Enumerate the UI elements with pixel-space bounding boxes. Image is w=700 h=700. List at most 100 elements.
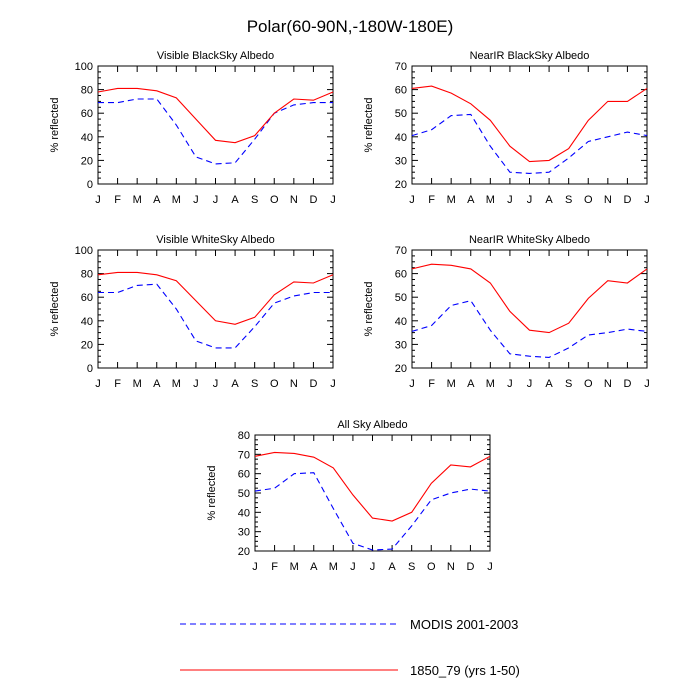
y-tick-label: 50 bbox=[238, 488, 250, 500]
x-tick-label: J bbox=[644, 194, 650, 206]
panel-title: Visible BlackSky Albedo bbox=[157, 50, 274, 62]
y-tick-label: 40 bbox=[81, 132, 93, 144]
y-tick-label: 80 bbox=[81, 269, 93, 281]
y-tick-label: 30 bbox=[395, 155, 407, 167]
x-tick-label: J bbox=[193, 378, 199, 390]
y-tick-label: 20 bbox=[395, 179, 407, 191]
x-tick-label: J bbox=[193, 194, 199, 206]
x-tick-label: M bbox=[172, 194, 181, 206]
y-tick-label: 60 bbox=[395, 269, 407, 281]
x-tick-label: J bbox=[252, 561, 258, 573]
y-tick-label: 20 bbox=[81, 155, 93, 167]
plot-frame bbox=[97, 65, 334, 185]
series-line-modis bbox=[98, 98, 333, 165]
y-tick-label: 60 bbox=[81, 292, 93, 304]
y-tick-label: 30 bbox=[395, 339, 407, 351]
x-tick-label: J bbox=[487, 561, 493, 573]
series-line-modis bbox=[411, 113, 648, 174]
x-tick-label: D bbox=[309, 378, 317, 390]
y-axis-label: % reflected bbox=[363, 281, 375, 336]
panel-title: NearIR BlackSky Albedo bbox=[470, 50, 590, 62]
x-tick-label: N bbox=[290, 194, 298, 206]
x-tick-label: N bbox=[290, 378, 298, 390]
y-tick-label: 80 bbox=[81, 85, 93, 97]
y-tick-label: 80 bbox=[238, 430, 250, 442]
x-tick-label: J bbox=[409, 378, 415, 390]
panel-title: All Sky Albedo bbox=[337, 419, 407, 431]
x-tick-label: A bbox=[231, 194, 239, 206]
y-axis-label: % reflected bbox=[49, 281, 61, 336]
y-tick-label: 40 bbox=[395, 316, 407, 328]
x-tick-label: J bbox=[213, 378, 219, 390]
x-tick-label: S bbox=[408, 561, 415, 573]
y-tick-label: 40 bbox=[238, 507, 250, 519]
y-tick-label: 0 bbox=[87, 179, 93, 191]
x-tick-label: J bbox=[527, 194, 533, 206]
x-tick-label: F bbox=[428, 194, 435, 206]
x-tick-label: A bbox=[467, 378, 475, 390]
x-tick-label: O bbox=[584, 194, 593, 206]
x-tick-label: J bbox=[409, 194, 415, 206]
x-tick-label: J bbox=[350, 561, 356, 573]
x-tick-label: M bbox=[172, 378, 181, 390]
x-tick-label: M bbox=[290, 561, 299, 573]
x-tick-label: A bbox=[545, 194, 553, 206]
x-tick-label: N bbox=[447, 561, 455, 573]
series-line-model bbox=[411, 85, 648, 163]
y-tick-label: 70 bbox=[238, 449, 250, 461]
y-tick-label: 20 bbox=[81, 339, 93, 351]
x-tick-label: J bbox=[330, 378, 336, 390]
x-tick-label: D bbox=[623, 194, 631, 206]
y-tick-label: 70 bbox=[395, 245, 407, 257]
series-line-modis bbox=[98, 283, 333, 349]
x-tick-label: A bbox=[231, 378, 239, 390]
x-tick-label: D bbox=[309, 194, 317, 206]
chart-panels: Visible BlackSky Albedo % reflected 0 20 40 6… bbox=[49, 50, 650, 573]
x-tick-label: F bbox=[271, 561, 278, 573]
x-tick-label: A bbox=[545, 378, 553, 390]
chart-panel-2: NearIR BlackSky Albedo % reflected 20 30 40 5… bbox=[363, 50, 650, 206]
y-axis-label: % reflected bbox=[49, 97, 61, 152]
legend: MODIS 2001-2003 1850_79 (yrs 1-50) bbox=[180, 617, 520, 678]
y-tick-label: 0 bbox=[87, 363, 93, 375]
x-tick-label: A bbox=[310, 561, 318, 573]
x-tick-label: F bbox=[114, 378, 121, 390]
x-tick-label: M bbox=[133, 378, 142, 390]
x-tick-label: J bbox=[507, 378, 513, 390]
chart-panel-5: All Sky Albedo % reflected 20 30 40 50 60 70 80 J… bbox=[206, 419, 493, 573]
x-tick-label: O bbox=[270, 194, 279, 206]
plot-frame bbox=[97, 249, 334, 369]
x-tick-label: M bbox=[486, 194, 495, 206]
x-tick-label: A bbox=[153, 194, 161, 206]
x-tick-label: O bbox=[270, 378, 279, 390]
chart-panel-4: NearIR WhiteSky Albedo % reflected 20 30 40 5… bbox=[363, 234, 650, 390]
y-tick-label: 60 bbox=[238, 469, 250, 481]
x-tick-label: S bbox=[251, 194, 258, 206]
y-tick-label: 100 bbox=[75, 245, 93, 257]
y-axis-label: % reflected bbox=[363, 97, 375, 152]
series-line-model bbox=[97, 271, 334, 325]
y-tick-label: 70 bbox=[395, 61, 407, 73]
series-line-model bbox=[254, 451, 491, 522]
x-tick-label: M bbox=[329, 561, 338, 573]
y-tick-label: 20 bbox=[238, 546, 250, 558]
y-tick-label: 50 bbox=[395, 108, 407, 120]
y-tick-label: 50 bbox=[395, 292, 407, 304]
plot-frame bbox=[254, 434, 491, 552]
x-tick-label: O bbox=[427, 561, 436, 573]
x-tick-label: M bbox=[447, 378, 456, 390]
x-tick-label: N bbox=[604, 194, 612, 206]
x-tick-label: F bbox=[428, 378, 435, 390]
series-line-model bbox=[411, 263, 648, 334]
y-tick-label: 60 bbox=[395, 85, 407, 97]
x-tick-label: J bbox=[370, 561, 376, 573]
chart-panel-3: Visible WhiteSky Albedo % reflected 0 20 40 6… bbox=[49, 234, 336, 390]
x-tick-label: A bbox=[467, 194, 475, 206]
x-tick-label: M bbox=[133, 194, 142, 206]
y-tick-label: 30 bbox=[238, 527, 250, 539]
y-tick-label: 60 bbox=[81, 108, 93, 120]
x-tick-label: J bbox=[330, 194, 336, 206]
x-tick-label: J bbox=[213, 194, 219, 206]
panel-title: NearIR WhiteSky Albedo bbox=[469, 234, 590, 246]
